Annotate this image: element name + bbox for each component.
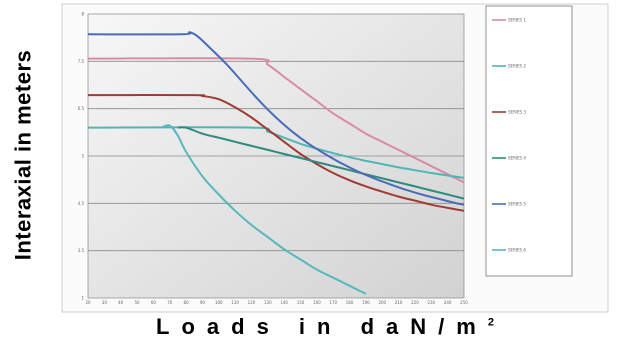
x-tick-label: 140 bbox=[280, 300, 288, 305]
legend-entries: SERIES 1 SERIES 2 SERIES 3 SERIES 4 SERIES 5… bbox=[492, 18, 526, 253]
series-line-5 bbox=[87, 31, 465, 206]
x-tick-label: 110 bbox=[231, 300, 239, 305]
x-tick-labels: 20 30 40 50 60 70 80 90 100 110 120 130 140 150 160 170… bbox=[85, 300, 468, 305]
x-tick-label: 230 bbox=[427, 300, 435, 305]
x-tick-label: 210 bbox=[395, 300, 403, 305]
x-tick-label: 90 bbox=[200, 300, 206, 305]
x-tick-label: 180 bbox=[346, 300, 354, 305]
x-tick-label: 60 bbox=[151, 300, 157, 305]
legend-label: SERIES 3 bbox=[508, 110, 526, 115]
series-line-3 bbox=[87, 94, 465, 212]
x-tick-label: 150 bbox=[297, 300, 305, 305]
x-tick-label: 20 bbox=[85, 300, 91, 305]
x-tick-label: 40 bbox=[118, 300, 124, 305]
series-line-6 bbox=[161, 124, 367, 295]
x-tick-label: 190 bbox=[362, 300, 370, 305]
series-lines bbox=[87, 31, 465, 295]
x-tick-label: 170 bbox=[329, 300, 337, 305]
x-tick-label: 30 bbox=[102, 300, 108, 305]
x-tick-label: 160 bbox=[313, 300, 321, 305]
x-tick-label: 80 bbox=[184, 300, 190, 305]
x-tick-label: 130 bbox=[264, 300, 272, 305]
x-tick-label: 100 bbox=[215, 300, 223, 305]
x-axis-label: Loads in daN/m2 bbox=[156, 314, 494, 339]
legend-label: SERIES 5 bbox=[508, 202, 526, 207]
y-tick-labels: 8 7.5 6.5 5 4.5 3.5 1 bbox=[78, 12, 85, 301]
legend-label: SERIES 6 bbox=[508, 248, 526, 253]
x-tick-label: 50 bbox=[134, 300, 140, 305]
legend-label: SERIES 2 bbox=[508, 64, 526, 69]
y-tick-label: 4.5 bbox=[78, 201, 85, 206]
x-tick-label: 70 bbox=[167, 300, 173, 305]
x-tick-label: 240 bbox=[444, 300, 452, 305]
legend-label: SERIES 1 bbox=[508, 18, 526, 23]
x-tick-label: 200 bbox=[378, 300, 386, 305]
series-line-1 bbox=[87, 57, 465, 184]
y-tick-label: 5 bbox=[81, 154, 84, 159]
x-tick-label: 220 bbox=[411, 300, 419, 305]
x-tick-label: 250 bbox=[460, 300, 468, 305]
gridlines bbox=[88, 60, 464, 252]
legend-label: SERIES 4 bbox=[508, 156, 526, 161]
series-line-4 bbox=[177, 126, 465, 200]
legend bbox=[485, 5, 573, 277]
y-tick-label: 8 bbox=[81, 12, 84, 17]
y-tick-label: 7.5 bbox=[78, 59, 85, 64]
y-tick-label: 6.5 bbox=[78, 106, 85, 111]
x-tick-label: 120 bbox=[248, 300, 256, 305]
series-line-2 bbox=[87, 126, 465, 179]
y-tick-label: 3.5 bbox=[78, 248, 85, 253]
y-tick-label: 1 bbox=[81, 296, 84, 301]
